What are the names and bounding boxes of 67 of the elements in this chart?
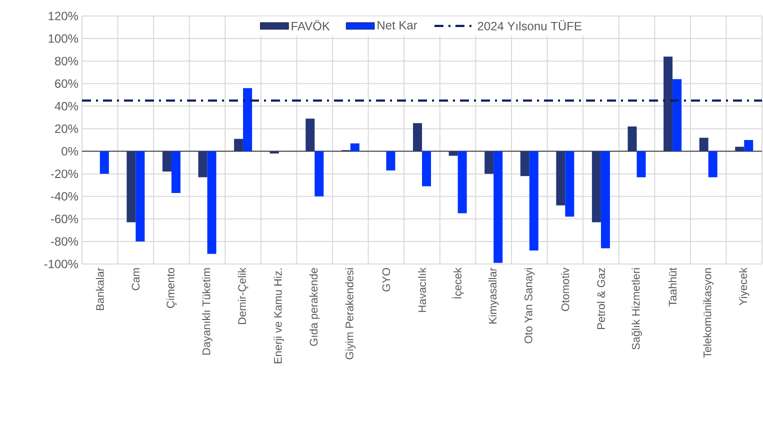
bar (458, 151, 467, 214)
y-tick-label: 100% (48, 34, 78, 43)
bar (234, 138, 244, 152)
bar (520, 151, 530, 176)
bar (744, 140, 754, 152)
bar (708, 151, 718, 178)
y-tick-label: 40% (54, 102, 78, 110)
bar (314, 151, 324, 196)
y-tick-label: -20% (51, 170, 78, 178)
y-tick-label: -100% (44, 260, 78, 268)
bar (136, 151, 145, 242)
x-tick-label: Demir-Çelik (238, 268, 248, 324)
bar (162, 151, 172, 172)
x-tick-label: Enerji ve Kamu Hiz. (274, 268, 284, 364)
legend-label: 2024 Yılsonu TÜFE (478, 20, 582, 30)
bar (413, 123, 422, 152)
x-tick-label: Dayanıklı Tüketim (202, 268, 212, 355)
y-tick-label: -40% (51, 192, 78, 201)
x-tick-label: Cam (132, 268, 140, 290)
bar (699, 138, 708, 152)
x-tick-label: Çimento (166, 268, 177, 308)
legend-label: Net Kar (378, 21, 418, 30)
x-tick-label: Telekomünikasyon (703, 268, 714, 358)
bar (198, 151, 208, 178)
bar (494, 151, 503, 263)
x-tick-label: Kimyasallar (488, 268, 499, 324)
x-tick-label: Taahhüt (668, 268, 677, 306)
bar (636, 151, 646, 178)
y-tick-label: 60% (55, 79, 78, 88)
bar (448, 151, 458, 156)
bar (100, 151, 109, 174)
bar (207, 151, 216, 254)
x-tick-label: Yiyecek (738, 268, 750, 306)
x-tick-label: Gıda perakende (310, 268, 320, 346)
bar (243, 88, 252, 152)
x-tick-label: Giyim Perakendesi (345, 268, 356, 360)
bar (664, 56, 673, 152)
bar (628, 126, 637, 152)
x-tick-label: Oto Yan Sanayi (524, 268, 534, 344)
x-tick-label: Otomotiv (561, 268, 570, 312)
y-tick-label: 20% (55, 124, 78, 133)
y-tick-label: 0% (62, 147, 78, 156)
bar (422, 151, 432, 186)
y-tick-label: 80% (54, 56, 78, 66)
bar (126, 151, 136, 222)
bar (350, 143, 360, 152)
bar (556, 151, 566, 206)
x-tick-label: GYO (382, 268, 390, 292)
x-tick-label: İçecek (452, 268, 464, 298)
bar (306, 118, 315, 152)
y-tick-label: -60% (51, 214, 78, 224)
bar (529, 151, 538, 250)
y-tick-label: 120% (48, 12, 78, 20)
y-tick-label: -80% (51, 237, 78, 246)
bar (386, 151, 396, 170)
bar (484, 151, 494, 174)
bar (735, 146, 744, 152)
bar (171, 151, 180, 193)
bar (600, 151, 610, 248)
bar (672, 79, 682, 152)
bar (565, 151, 574, 217)
bar (592, 151, 601, 222)
x-tick-label: Bankalar (96, 268, 104, 310)
x-tick-label: Havacılık (418, 268, 426, 312)
x-tick-label: Petrol & Gaz (596, 268, 605, 329)
x-tick-label: Sağlık Hizmetleri (632, 268, 642, 350)
legend-label: FAVÖK (292, 20, 330, 30)
